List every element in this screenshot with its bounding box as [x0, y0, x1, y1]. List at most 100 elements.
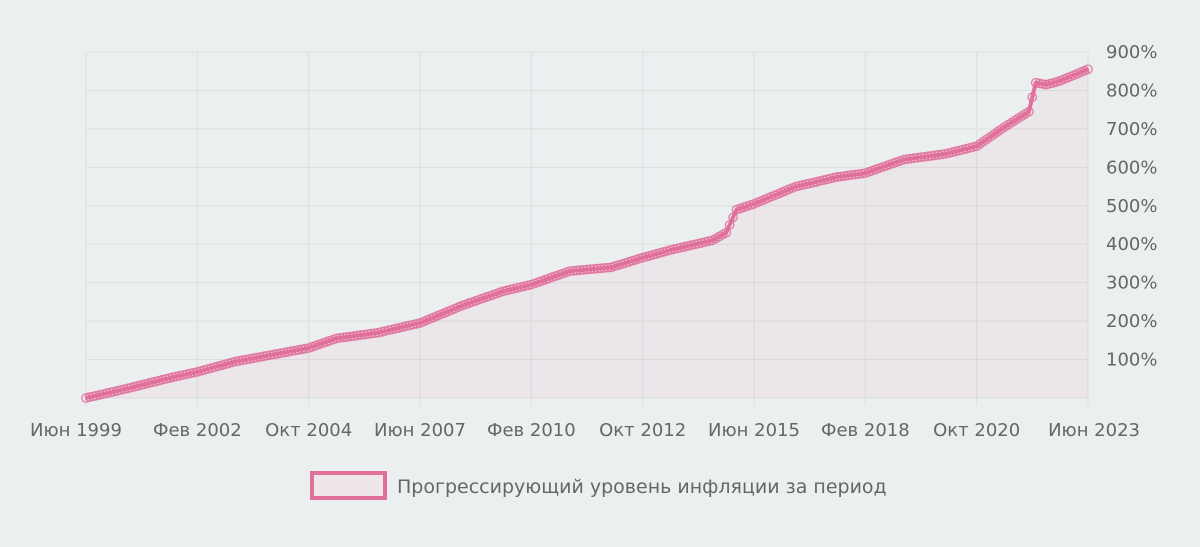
data-point	[919, 151, 930, 162]
x-tick-label: Июн 2015	[708, 420, 800, 441]
data-point	[728, 212, 738, 223]
legend-swatch	[310, 471, 387, 500]
data-point	[341, 332, 352, 342]
data-point	[268, 349, 279, 360]
data-point	[241, 354, 251, 365]
data-point	[338, 332, 349, 343]
data-point	[575, 265, 585, 276]
data-point	[1034, 78, 1045, 89]
data-point	[1083, 64, 1093, 75]
data-point	[937, 149, 947, 160]
data-point	[261, 350, 272, 361]
data-point	[275, 348, 286, 358]
data-point	[930, 150, 940, 161]
y-grid: 100% 200% 300% 400% 500% 600% 700% 800% 900%	[86, 42, 1157, 371]
data-point	[345, 331, 356, 342]
x-tick-label: Окт 2012	[599, 420, 686, 441]
data-point	[933, 149, 944, 160]
data-point	[362, 329, 373, 339]
data-point	[237, 355, 248, 366]
y-tick-label: 700%	[1106, 119, 1157, 140]
data-point	[248, 353, 258, 364]
data-point	[832, 171, 843, 182]
data-point	[839, 171, 850, 181]
data-point	[843, 170, 853, 181]
data-point	[293, 344, 304, 355]
data-point	[564, 266, 575, 276]
x-grid: Июн 1999 Фев 2002 Окт 2004 Июн 2007 Фев 2010…	[30, 52, 1140, 441]
y-tick-label: 800%	[1106, 80, 1157, 101]
data-point	[599, 262, 610, 273]
data-point	[1037, 79, 1048, 89]
data-point	[279, 347, 290, 358]
data-point	[258, 351, 269, 362]
data-point	[578, 264, 589, 275]
data-point	[359, 329, 370, 340]
data-point	[352, 330, 363, 341]
data-point	[178, 369, 189, 380]
data-point	[331, 333, 342, 344]
data-point	[255, 352, 265, 362]
data-point	[596, 263, 606, 274]
data-point	[168, 372, 178, 383]
data-point	[909, 153, 919, 164]
x-tick-label: Июн 2007	[374, 420, 466, 441]
y-tick-label: 900%	[1106, 42, 1157, 63]
data-point	[251, 352, 262, 363]
data-point	[898, 154, 909, 165]
data-point	[850, 169, 860, 180]
data-point	[846, 170, 857, 180]
x-tick-label: Фев 2002	[153, 420, 242, 441]
data-point	[589, 263, 599, 274]
data-point	[282, 346, 293, 357]
data-point	[286, 346, 297, 357]
data-point	[724, 220, 735, 230]
data-point	[582, 264, 592, 275]
data-point	[244, 353, 255, 364]
data-point	[926, 150, 937, 161]
x-tick-label: Окт 2004	[265, 420, 352, 441]
data-point	[355, 330, 366, 340]
legend-label: Прогрессирующий уровень инфляции за пери…	[397, 476, 887, 498]
data-point	[571, 265, 582, 276]
y-tick-label: 500%	[1106, 196, 1157, 217]
data-point	[234, 355, 245, 366]
x-tick-label: Фев 2010	[487, 420, 576, 441]
data-point	[335, 332, 345, 343]
data-point	[1024, 106, 1034, 117]
data-point	[265, 350, 276, 360]
data-point	[300, 343, 311, 354]
y-tick-label: 400%	[1106, 234, 1157, 255]
data-point	[916, 152, 926, 163]
y-tick-label: 200%	[1106, 311, 1157, 332]
data-point	[1027, 92, 1038, 103]
data-point	[592, 263, 603, 274]
data-point	[585, 264, 596, 275]
series-area	[86, 69, 1088, 399]
x-tick-label: Июн 1999	[30, 420, 122, 441]
legend: Прогрессирующий уровень инфляции за пери…	[310, 471, 887, 500]
data-point	[296, 344, 307, 355]
data-point	[905, 153, 916, 164]
data-point	[923, 151, 933, 162]
data-point	[853, 169, 864, 180]
data-point	[857, 168, 867, 179]
data-point	[230, 356, 241, 367]
data-point	[366, 328, 377, 339]
data-point	[1030, 77, 1041, 88]
data-point	[369, 328, 380, 338]
x-tick-label: Июн 2023	[1048, 420, 1140, 441]
y-tick-label: 100%	[1106, 350, 1157, 371]
x-tick-label: Окт 2020	[933, 420, 1020, 441]
data-point	[603, 262, 613, 273]
data-point	[902, 154, 912, 165]
y-tick-label: 600%	[1106, 157, 1157, 178]
data-point	[836, 171, 846, 182]
data-point	[348, 331, 359, 341]
y-tick-label: 300%	[1106, 273, 1157, 294]
data-point	[568, 265, 578, 276]
x-tick-label: Фев 2018	[821, 420, 910, 441]
data-point	[912, 152, 923, 163]
